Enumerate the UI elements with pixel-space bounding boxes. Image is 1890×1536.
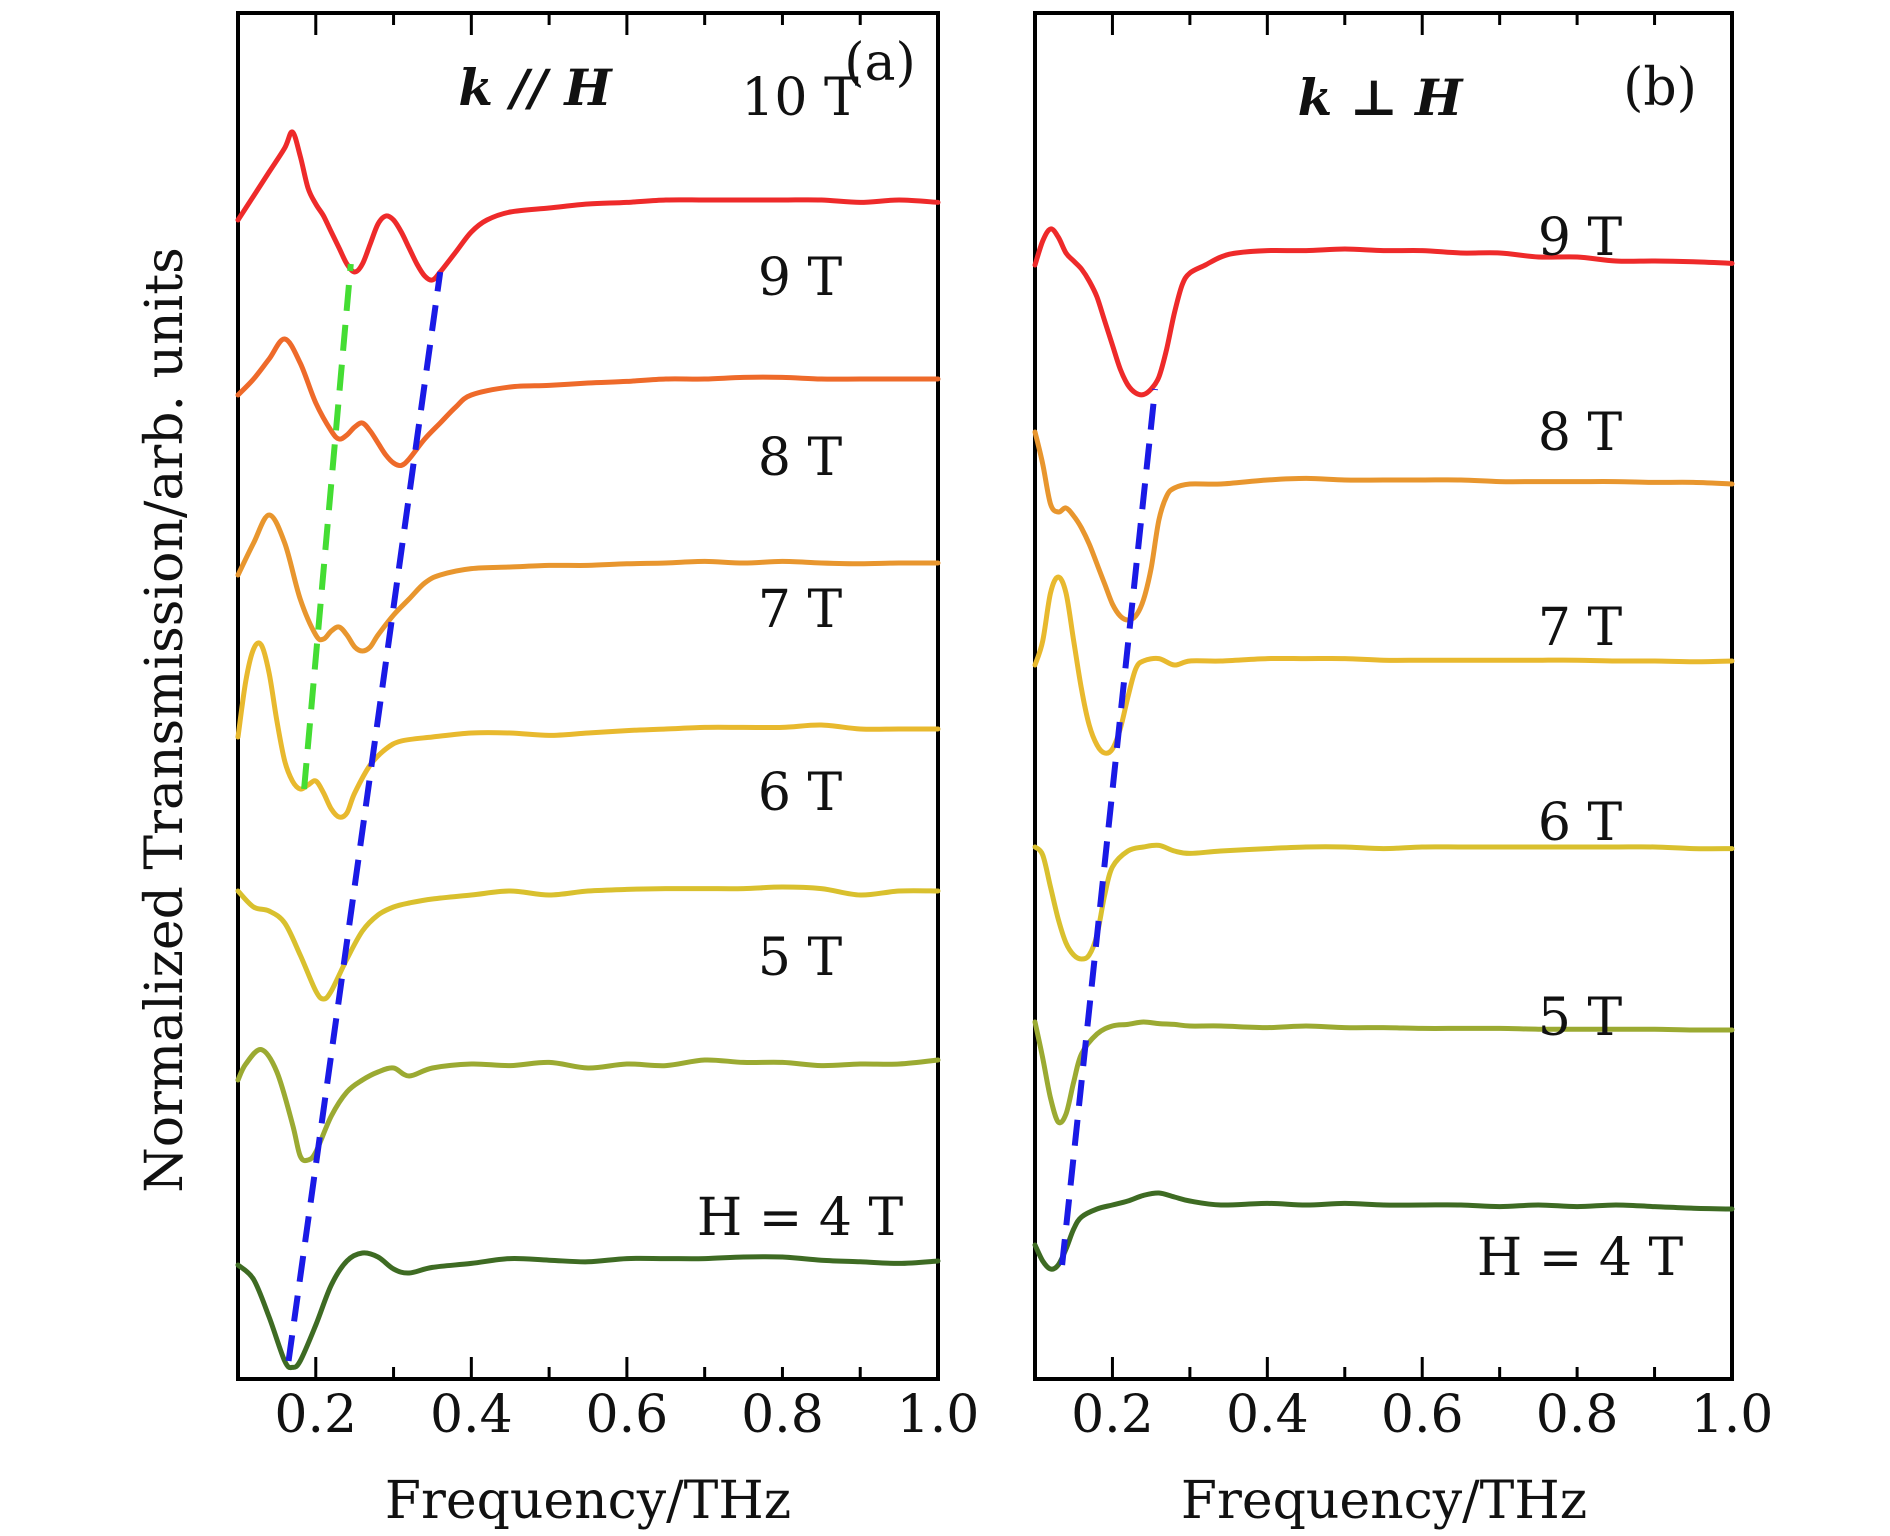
panel-b-x-ticks xyxy=(1110,13,1734,1379)
field-label-2: 6 T xyxy=(758,763,843,823)
x-tick-label: 1.0 xyxy=(1691,1385,1774,1445)
field-label-3: 7 T xyxy=(1538,598,1623,658)
panel-a-geometry-label: k // H xyxy=(458,58,613,117)
green-guide xyxy=(301,263,354,790)
panel-b-x-tick-labels: 0.2 0.4 0.6 0.8 1.0 xyxy=(1071,1385,1773,1445)
curve-8-t xyxy=(235,512,941,654)
field-label-2: 6 T xyxy=(1538,793,1623,853)
curve-5-t xyxy=(235,1047,941,1164)
x-tick-label: 1.0 xyxy=(897,1385,980,1445)
curve-6-t xyxy=(235,884,941,1002)
curve-h-4-t xyxy=(1032,1190,1735,1272)
blue-guide xyxy=(1059,388,1159,1266)
field-label-1: 5 T xyxy=(1538,988,1623,1048)
x-tick-label: 0.8 xyxy=(1536,1385,1619,1445)
panel-a-frame xyxy=(236,11,940,1381)
field-label-1: 5 T xyxy=(758,928,843,988)
curve-9-t xyxy=(1032,226,1735,398)
panel-a-curves xyxy=(235,129,941,1371)
x-tick-label: 0.4 xyxy=(1226,1385,1309,1445)
field-label-0: H = 4 T xyxy=(1477,1228,1684,1288)
field-label-3: 7 T xyxy=(758,580,843,640)
blue-guide xyxy=(285,271,444,1362)
field-label-5: 9 T xyxy=(758,248,843,308)
panel-a: 0.2 0.4 0.6 0.8 1.0 H = 4 T 5 T 6 T 7 T 8 T 9 T 10… xyxy=(235,11,979,1531)
curve-5-t xyxy=(1032,1019,1735,1126)
panel-a-label: (a) xyxy=(844,33,916,93)
panel-a-guides xyxy=(285,263,444,1362)
curve-7-t xyxy=(1032,574,1735,756)
panel-a-field-labels: H = 4 T 5 T 6 T 7 T 8 T 9 T 10 T xyxy=(697,68,904,1248)
panel-b-frame xyxy=(1033,11,1734,1381)
panel-b-geometry-label: k ⊥ H xyxy=(1298,68,1464,127)
y-axis-label: Normalized Transmission/arb. units xyxy=(135,247,195,1193)
panel-b-label: (b) xyxy=(1623,58,1697,118)
curve-8-t xyxy=(1032,429,1735,623)
panel-b-x-axis-label: Frequency/THz xyxy=(1181,1471,1587,1531)
curve-h-4-t xyxy=(235,1250,941,1371)
field-label-6: 10 T xyxy=(741,68,859,128)
panel-a-x-ticks xyxy=(314,13,940,1379)
field-label-0: H = 4 T xyxy=(697,1188,904,1248)
panel-a-x-tick-labels: 0.2 0.4 0.6 0.8 1.0 xyxy=(274,1385,979,1445)
x-tick-label: 0.4 xyxy=(430,1385,513,1445)
field-label-5: 9 T xyxy=(1538,208,1623,268)
panel-b-curves xyxy=(1032,226,1735,1272)
x-tick-label: 0.6 xyxy=(586,1385,669,1445)
x-tick-label: 0.6 xyxy=(1381,1385,1464,1445)
x-tick-label: 0.2 xyxy=(274,1385,357,1445)
panel-b-guides xyxy=(1059,388,1159,1266)
curve-9-t xyxy=(235,336,941,469)
curve-10-t xyxy=(235,129,941,283)
x-tick-label: 0.8 xyxy=(741,1385,824,1445)
panel-b-field-labels: H = 4 T 5 T 6 T 7 T 8 T 9 T xyxy=(1477,208,1684,1288)
x-tick-label: 0.2 xyxy=(1071,1385,1154,1445)
curve-6-t xyxy=(1032,842,1735,962)
panel-a-x-axis-label: Frequency/THz xyxy=(385,1471,791,1531)
field-label-4: 8 T xyxy=(758,428,843,488)
panel-b: 0.2 0.4 0.6 0.8 1.0 H = 4 T 5 T 6 T 7 T 8 T 9 T (… xyxy=(1032,11,1773,1531)
field-label-4: 8 T xyxy=(1538,403,1623,463)
